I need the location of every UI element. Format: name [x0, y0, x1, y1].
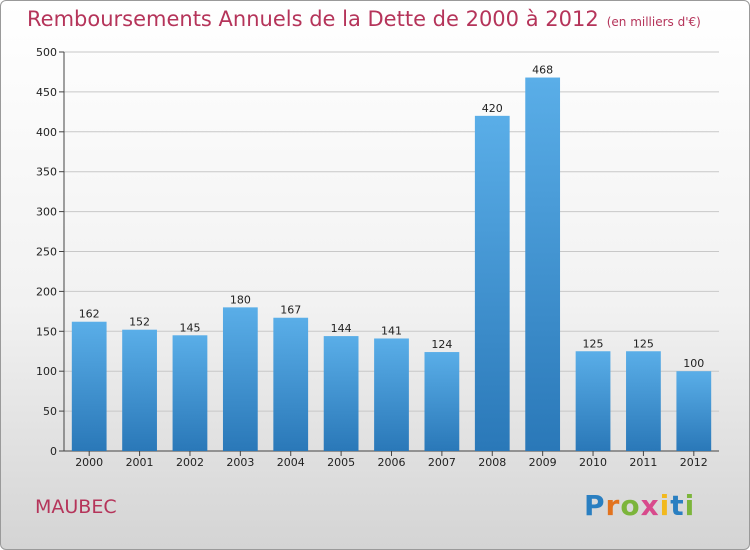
x-tick-label-2004: 2004: [277, 456, 305, 469]
y-tick-label: 350: [36, 166, 57, 179]
y-tick-label: 250: [36, 246, 57, 259]
chart-title-text: Remboursements Annuels de la Dette de 20…: [27, 7, 599, 31]
data-label-2009: 468: [532, 64, 553, 77]
place-name: MAUBEC: [35, 496, 117, 518]
bar-2011: [626, 351, 661, 451]
bar-2003: [222, 307, 258, 451]
bar-2005: [323, 336, 359, 451]
y-tick-label: 200: [36, 285, 57, 298]
data-label-2002: 145: [179, 321, 200, 334]
y-tick-label: 50: [43, 405, 57, 418]
x-tick-label-2006: 2006: [378, 456, 406, 469]
bar-2008: [474, 115, 510, 451]
data-label-2006: 141: [381, 324, 402, 337]
bar-2002: [172, 335, 208, 451]
chart-title: Remboursements Annuels de la Dette de 20…: [27, 7, 701, 31]
bar-2000: [71, 321, 107, 451]
x-tick-label-2001: 2001: [126, 456, 154, 469]
data-label-2011: 125: [633, 337, 654, 350]
bar-2010: [575, 351, 611, 451]
bar-2012: [676, 371, 712, 451]
x-tick-label-2012: 2012: [680, 456, 708, 469]
data-label-2007: 124: [431, 338, 452, 351]
y-tick-label: 400: [36, 126, 57, 139]
x-tick-label-2007: 2007: [428, 456, 456, 469]
x-tick-label-2009: 2009: [529, 456, 557, 469]
bar-2001: [122, 329, 157, 451]
y-tick-label: 0: [50, 445, 57, 458]
chart-subtitle: (en milliers d'€): [606, 15, 701, 29]
y-tick-label: 500: [36, 46, 57, 59]
bar-2009: [525, 77, 561, 451]
y-tick-label: 150: [36, 325, 57, 338]
x-tick-label-2005: 2005: [327, 456, 355, 469]
y-tick-label: 100: [36, 365, 57, 378]
proxiti-logo: Proxiti: [584, 489, 696, 522]
data-label-2012: 100: [683, 357, 704, 370]
bar-2007: [424, 352, 460, 451]
x-tick-label-2003: 2003: [226, 456, 254, 469]
y-tick-label: 450: [36, 86, 57, 99]
data-label-2000: 162: [79, 308, 100, 321]
data-label-2008: 420: [482, 102, 503, 115]
y-tick-label: 300: [36, 206, 57, 219]
x-tick-label-2000: 2000: [75, 456, 103, 469]
x-tick-label-2002: 2002: [176, 456, 204, 469]
data-label-2005: 144: [331, 322, 352, 335]
data-label-2003: 180: [230, 293, 251, 306]
data-label-2004: 167: [280, 304, 301, 317]
x-tick-label-2011: 2011: [629, 456, 657, 469]
data-label-2010: 125: [583, 337, 604, 350]
x-tick-label-2008: 2008: [478, 456, 506, 469]
bar-2004: [273, 317, 309, 451]
x-tick-label-2010: 2010: [579, 456, 607, 469]
data-label-2001: 152: [129, 316, 150, 329]
bar-2006: [374, 338, 409, 451]
